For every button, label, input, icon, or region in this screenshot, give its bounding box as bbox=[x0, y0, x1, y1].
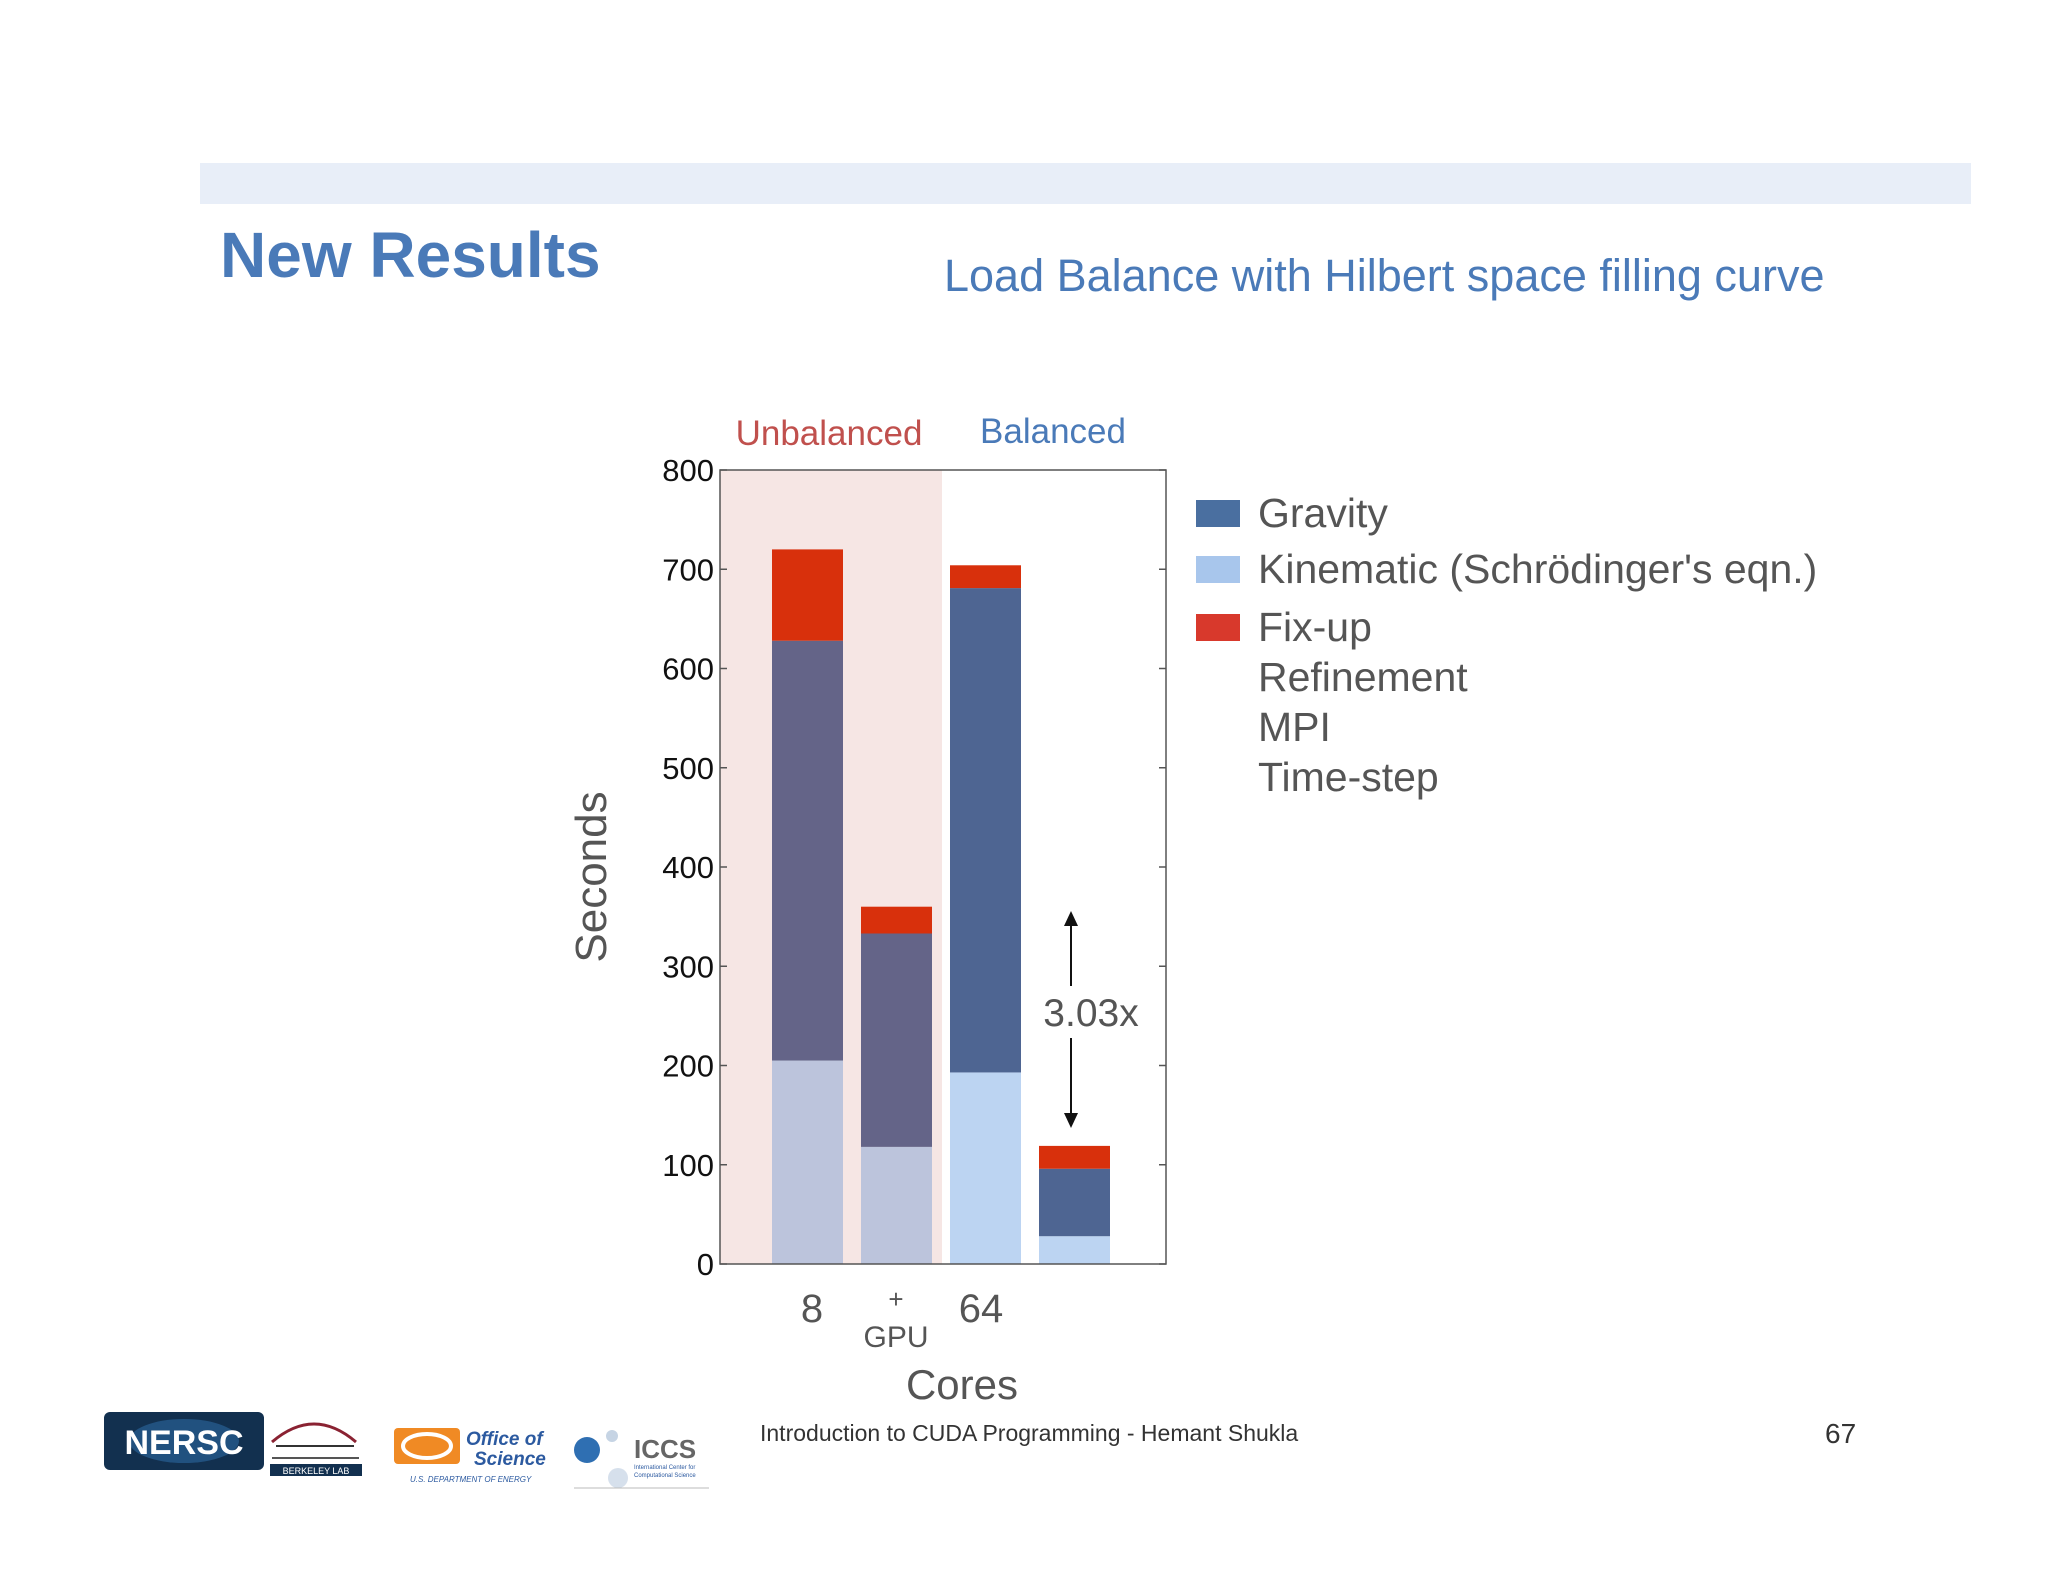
bar-3-fixup-segment bbox=[950, 565, 1021, 589]
doe-text: U.S. DEPARTMENT OF ENERGY bbox=[410, 1475, 532, 1484]
bar-1-fixup-segment bbox=[772, 549, 843, 641]
group-label-unbalanced: Unbalanced bbox=[736, 414, 923, 453]
x-tick-label-gpu: GPU bbox=[863, 1321, 928, 1354]
y-tick-label-800: 800 bbox=[662, 453, 714, 488]
x-tick-label-plus: + bbox=[888, 1284, 903, 1314]
y-tick-label-200: 200 bbox=[662, 1049, 714, 1084]
x-tick-label-8: 8 bbox=[801, 1287, 823, 1331]
legend-swatch-kinematic bbox=[1196, 556, 1240, 583]
y-tick-label-500: 500 bbox=[662, 751, 714, 786]
office-of-science-line2: Science bbox=[474, 1449, 546, 1470]
speedup-arrow bbox=[1064, 911, 1078, 1128]
speedup-annotation: 3.03x bbox=[1043, 992, 1139, 1035]
y-axis-label: Seconds bbox=[567, 791, 616, 962]
berkeley-lab-text: BERKELEY LAB bbox=[283, 1466, 350, 1476]
bar-3-kinematic-segment bbox=[950, 1072, 1021, 1264]
iccs-sub-line2: Computational Science bbox=[634, 1473, 696, 1479]
iccs-sub-line1: International Center for bbox=[634, 1465, 695, 1471]
legend-swatch-gravity bbox=[1196, 500, 1240, 527]
bar-4-fixup-segment bbox=[1039, 1145, 1110, 1169]
footer-text: Introduction to CUDA Programming - Heman… bbox=[760, 1420, 1299, 1446]
office-of-science-line1: Office of bbox=[466, 1429, 544, 1450]
bars-layer bbox=[772, 549, 1110, 1264]
footer-logos: NERSC BERKELEY LAB Office of Science U.S… bbox=[104, 1412, 709, 1489]
y-tick-label-0: 0 bbox=[697, 1247, 714, 1282]
bar-2-kinematic-segment bbox=[861, 1146, 932, 1264]
y-tick-label-100: 100 bbox=[662, 1148, 714, 1183]
ticks-layer: 0 100 200 300 400 500 600 700 800 bbox=[662, 453, 1166, 1282]
nersc-logo: NERSC bbox=[104, 1412, 264, 1470]
iccs-logo: ICCS International Center for Computatio… bbox=[574, 1430, 709, 1489]
berkeley-lab-logo: BERKELEY LAB bbox=[270, 1422, 362, 1476]
legend-label-kinematic: Kinematic (Schrödinger's eqn.) bbox=[1258, 546, 1818, 592]
bar-3-gravity-segment bbox=[950, 588, 1021, 1073]
y-tick-label-700: 700 bbox=[662, 552, 714, 587]
legend-label-refinement: Refinement bbox=[1258, 654, 1468, 700]
y-tick-label-300: 300 bbox=[662, 949, 714, 984]
office-of-science-logo: Office of Science U.S. DEPARTMENT OF ENE… bbox=[394, 1428, 546, 1484]
legend-swatch-fixup bbox=[1196, 614, 1240, 641]
x-tick-label-64: 64 bbox=[959, 1287, 1004, 1331]
y-tick-label-400: 400 bbox=[662, 850, 714, 885]
legend-label-gravity: Gravity bbox=[1258, 490, 1388, 536]
bar-2-gravity-segment bbox=[861, 933, 932, 1147]
bar-1-kinematic-segment bbox=[772, 1060, 843, 1264]
iccs-text: ICCS bbox=[634, 1434, 696, 1464]
nersc-logo-text: NERSC bbox=[124, 1424, 243, 1462]
y-tick-label-600: 600 bbox=[662, 652, 714, 687]
bar-4-kinematic-segment bbox=[1039, 1236, 1110, 1264]
legend-label-timestep: Time-step bbox=[1258, 754, 1439, 800]
slide-title: New Results bbox=[220, 219, 601, 291]
bar-2-fixup-segment bbox=[861, 906, 932, 934]
bar-4-gravity-segment bbox=[1039, 1168, 1110, 1237]
legend-label-fixup: Fix-up bbox=[1258, 604, 1372, 650]
slide-subtitle: Load Balance with Hilbert space filling … bbox=[944, 250, 1825, 301]
group-label-balanced: Balanced bbox=[980, 412, 1126, 451]
bar-1-gravity-segment bbox=[772, 640, 843, 1061]
legend-label-mpi: MPI bbox=[1258, 704, 1331, 750]
page-number: 67 bbox=[1825, 1418, 1857, 1449]
x-axis-label: Cores bbox=[906, 1361, 1018, 1408]
title-band bbox=[200, 163, 1971, 204]
